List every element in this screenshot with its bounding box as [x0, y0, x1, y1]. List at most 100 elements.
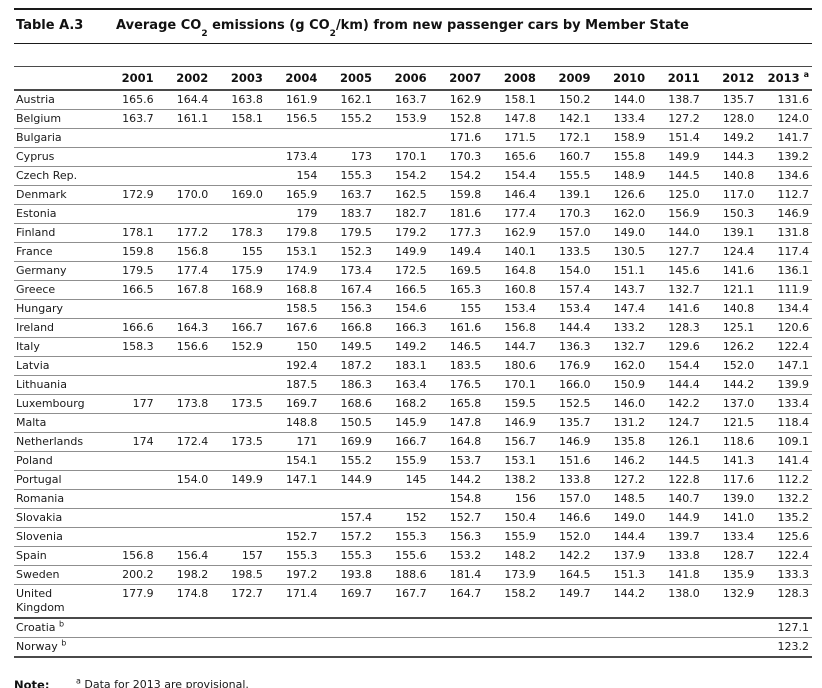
- value-cell: 164.8: [429, 432, 485, 452]
- value-cell: 156.8: [484, 318, 539, 338]
- value-cell: [593, 618, 649, 638]
- year-header-cell: 2002: [156, 66, 212, 91]
- value-cell: 136.1: [757, 261, 812, 281]
- value-cell: 133.2: [593, 318, 649, 338]
- value-cell: 155.5: [538, 166, 594, 186]
- value-cell: 162.0: [593, 204, 649, 224]
- value-cell: 133.8: [538, 470, 594, 490]
- note-a: a Data for 2013 are provisional.: [76, 677, 456, 688]
- value-cell: 117.6: [702, 470, 758, 490]
- table-row: Denmark 172.9 170.0 169.0 165.9 163.7 162.5 159…: [14, 185, 812, 205]
- value-cell: 176.5: [429, 375, 485, 395]
- table-title: Table A.3 Average CO2 emissions (g CO2/k…: [14, 8, 812, 44]
- year-header-cell: 2013 a: [757, 66, 812, 91]
- value-cell: 168.9: [211, 280, 266, 300]
- value-cell: [102, 356, 157, 376]
- value-cell: [538, 618, 594, 638]
- value-cell: [265, 489, 321, 509]
- value-cell: 144.5: [648, 166, 703, 186]
- value-cell: 168.2: [375, 394, 430, 414]
- value-cell: 154.0: [156, 470, 212, 490]
- value-cell: 154.4: [484, 166, 539, 186]
- country-name-cell: Ireland: [14, 318, 102, 338]
- value-cell: 141.7: [757, 128, 812, 148]
- value-cell: 172.5: [375, 261, 430, 281]
- value-cell: 153.7: [429, 451, 485, 471]
- value-cell: [156, 413, 212, 433]
- value-cell: 165.9: [265, 185, 321, 205]
- value-cell: 134.6: [757, 166, 812, 186]
- value-cell: 166.0: [538, 375, 594, 395]
- value-cell: [211, 637, 266, 658]
- value-cell: 127.7: [648, 242, 703, 262]
- value-cell: 177.2: [156, 223, 212, 243]
- table-row: United Kingdom 177.9 174.8 172.7 171.4 169.7 1…: [14, 584, 812, 619]
- value-cell: 154: [265, 166, 321, 186]
- value-cell: 158.1: [211, 109, 266, 129]
- value-cell: 135.9: [702, 565, 758, 585]
- value-cell: 135.8: [593, 432, 649, 452]
- value-cell: [320, 618, 376, 638]
- country-name-cell: Denmark: [14, 185, 102, 205]
- value-cell: 139.0: [702, 489, 758, 509]
- value-cell: 154.1: [265, 451, 321, 471]
- value-cell: [320, 489, 376, 509]
- table-row: Poland 154.1 155.2 155.9 153.7 153.1 151.6 146.…: [14, 451, 812, 471]
- value-cell: 147.8: [429, 413, 485, 433]
- value-cell: 170.3: [429, 147, 485, 167]
- value-cell: [102, 147, 157, 167]
- value-cell: 153.9: [375, 109, 430, 129]
- value-cell: [102, 299, 157, 319]
- value-cell: 149.0: [593, 508, 649, 528]
- table-row: Norway b 123.2: [14, 637, 812, 658]
- value-cell: 179: [265, 204, 321, 224]
- value-cell: 121.1: [702, 280, 758, 300]
- table-row: Italy 158.3 156.6 152.9 150 149.5 149.2 146.5 14…: [14, 337, 812, 357]
- value-cell: 149.9: [211, 470, 266, 490]
- value-cell: 170.0: [156, 185, 212, 205]
- table-row: Malta 148.8 150.5 145.9 147.8 146.9 135.7 131.2…: [14, 413, 812, 433]
- value-cell: [538, 637, 594, 658]
- value-cell: [156, 527, 212, 547]
- value-cell: 127.2: [593, 470, 649, 490]
- value-cell: 158.5: [265, 299, 321, 319]
- value-cell: [156, 204, 212, 224]
- value-cell: 136.3: [538, 337, 594, 357]
- value-cell: 123.2: [757, 637, 812, 658]
- value-cell: 150.4: [484, 508, 539, 528]
- value-cell: 164.7: [429, 584, 485, 619]
- value-cell: [375, 128, 430, 148]
- value-cell: 173.5: [211, 394, 266, 414]
- country-name-cell: Norway b: [14, 637, 102, 658]
- value-cell: [156, 489, 212, 509]
- value-cell: 111.9: [757, 280, 812, 300]
- value-cell: 171: [265, 432, 321, 452]
- value-cell: [702, 618, 758, 638]
- value-cell: 171.5: [484, 128, 539, 148]
- value-cell: 181.6: [429, 204, 485, 224]
- year-header-row: 2001 2002 2003 2004 2005 2006 2007 2008 2009 2010…: [14, 66, 812, 91]
- table-row: Czech Rep. 154 155.3 154.2 154.2 154.4 155.5 14…: [14, 166, 812, 186]
- value-cell: 163.7: [320, 185, 376, 205]
- country-name-cell: Czech Rep.: [14, 166, 102, 186]
- value-cell: 148.9: [593, 166, 649, 186]
- value-cell: 197.2: [265, 565, 321, 585]
- value-cell: 149.2: [375, 337, 430, 357]
- value-cell: 152.0: [702, 356, 758, 376]
- value-cell: 162.5: [375, 185, 430, 205]
- value-cell: 158.2: [484, 584, 539, 619]
- country-name-cell: Austria: [14, 90, 102, 110]
- value-cell: 179.8: [265, 223, 321, 243]
- value-cell: 151.6: [538, 451, 594, 471]
- country-name-cell: Lithuania: [14, 375, 102, 395]
- value-cell: 177.4: [484, 204, 539, 224]
- value-cell: 156.8: [102, 546, 157, 566]
- value-cell: 133.8: [648, 546, 703, 566]
- value-cell: 156: [484, 489, 539, 509]
- table-row: Luxembourg 177 173.8 173.5 169.7 168.6 168.2 16…: [14, 394, 812, 414]
- table-caption: Average CO2 emissions (g CO2/km) from ne…: [116, 18, 689, 39]
- value-cell: 164.3: [156, 318, 212, 338]
- value-cell: 152.3: [320, 242, 376, 262]
- value-cell: 134.4: [757, 299, 812, 319]
- value-cell: 139.2: [757, 147, 812, 167]
